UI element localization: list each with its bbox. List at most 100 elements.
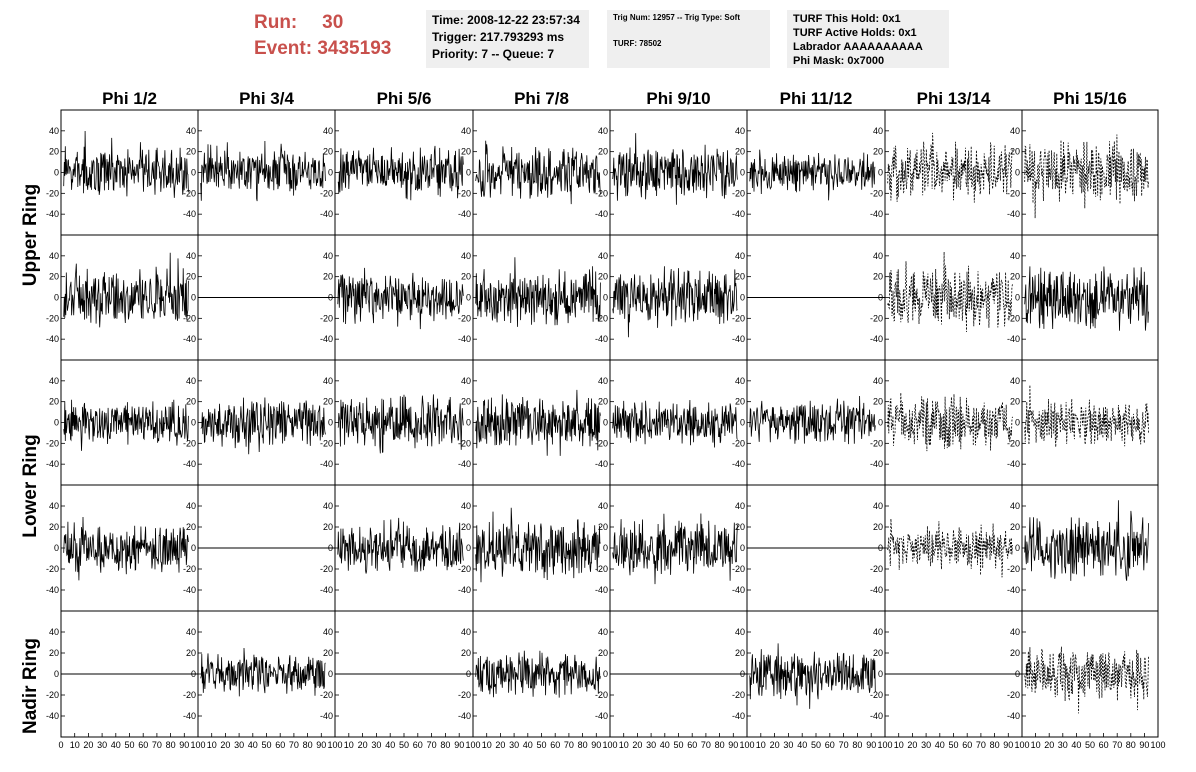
waveform-trace [63, 399, 189, 451]
y-tick-label: -20 [595, 564, 608, 574]
y-tick-label: 40 [186, 251, 196, 261]
run-event-block: Run: 30 Event: 3435193 [254, 10, 391, 62]
x-tick-label: 30 [783, 740, 793, 750]
waveform-trace [749, 395, 876, 445]
y-tick-label: -40 [320, 209, 333, 219]
y-tick-label: -40 [46, 459, 59, 469]
x-tick-label: 40 [248, 740, 258, 750]
y-tick-label: 40 [186, 501, 196, 511]
waveform-trace [475, 507, 601, 583]
y-tick-label: -20 [732, 564, 745, 574]
y-tick-label: 0 [878, 293, 883, 303]
y-tick-label: -20 [1007, 690, 1020, 700]
y-tick-label: -40 [46, 585, 59, 595]
y-tick-label: 40 [1010, 627, 1020, 637]
trigger-info-box: Trig Num: 12957 -- Trig Type: Soft TURF:… [607, 10, 770, 68]
waveform-trace [200, 140, 326, 202]
waveform-trace [612, 266, 738, 338]
trigger-line: Trigger: 217.793293 ms [432, 30, 565, 44]
waveform-trace [475, 140, 601, 205]
y-tick-label: 20 [461, 272, 471, 282]
waveform-trace [1024, 500, 1149, 581]
x-tick-label: 50 [1085, 740, 1095, 750]
y-tick-label: 0 [740, 293, 745, 303]
labrador-line: Labrador AAAAAAAAAA [793, 41, 923, 53]
y-tick-label: -20 [320, 564, 333, 574]
x-tick-label: 30 [97, 740, 107, 750]
waveform-trace [612, 133, 738, 205]
y-tick-label: -20 [1007, 564, 1020, 574]
waveform-trace [200, 647, 326, 697]
y-tick-label: -20 [732, 313, 745, 323]
x-tick-label: 30 [921, 740, 931, 750]
y-tick-label: 20 [873, 272, 883, 282]
x-tick-label: 10 [344, 740, 354, 750]
x-tick-label: 50 [673, 740, 683, 750]
waveform-trace [1024, 646, 1149, 714]
x-tick-label: 30 [371, 740, 381, 750]
y-tick-label: -20 [183, 690, 196, 700]
y-tick-label: 20 [186, 522, 196, 532]
y-tick-label: -20 [870, 313, 883, 323]
y-tick-label: -20 [183, 313, 196, 323]
y-tick-label: 20 [461, 522, 471, 532]
y-tick-label: -20 [732, 690, 745, 700]
y-tick-label: 20 [1010, 147, 1020, 157]
y-tick-label: 40 [461, 251, 471, 261]
run-row: Run: 30 [254, 10, 391, 36]
x-tick-label: 60 [687, 740, 697, 750]
y-tick-label: 40 [598, 251, 608, 261]
y-tick-label: 20 [323, 397, 333, 407]
y-tick-label: -20 [870, 438, 883, 448]
x-tick-label: 10 [619, 740, 629, 750]
x-tick-label: 90 [179, 740, 189, 750]
x-tick-label: 60 [413, 740, 423, 750]
time-line: Time: 2008-12-22 23:57:34 [432, 13, 580, 27]
y-tick-label: -20 [870, 564, 883, 574]
x-tick-label: 40 [935, 740, 945, 750]
y-tick-label: -20 [595, 313, 608, 323]
y-tick-label: 20 [735, 522, 745, 532]
y-tick-label: 20 [873, 648, 883, 658]
y-tick-label: 40 [323, 627, 333, 637]
x-tick-label: 70 [289, 740, 299, 750]
y-tick-label: 0 [54, 543, 59, 553]
y-tick-label: 40 [598, 376, 608, 386]
y-tick-label: 40 [323, 251, 333, 261]
waveform-trace [63, 252, 189, 328]
y-tick-label: 0 [603, 293, 608, 303]
x-tick-label: 100 [327, 740, 342, 750]
y-tick-label: 0 [603, 418, 608, 428]
y-tick-label: 0 [740, 418, 745, 428]
y-tick-label: -20 [183, 438, 196, 448]
y-tick-label: -20 [320, 438, 333, 448]
x-tick-label: 40 [523, 740, 533, 750]
x-tick-label: 90 [866, 740, 876, 750]
x-tick-label: 40 [385, 740, 395, 750]
x-tick-label: 100 [465, 740, 480, 750]
y-tick-label: -40 [458, 711, 471, 721]
y-tick-label: 40 [873, 501, 883, 511]
y-tick-label: 20 [186, 648, 196, 658]
y-tick-label: 0 [191, 418, 196, 428]
y-tick-label: -40 [458, 334, 471, 344]
y-tick-label: -20 [46, 188, 59, 198]
y-tick-label: -20 [458, 438, 471, 448]
y-tick-label: 20 [1010, 522, 1020, 532]
x-tick-label: 90 [454, 740, 464, 750]
x-tick-label: 80 [166, 740, 176, 750]
x-tick-label: 40 [797, 740, 807, 750]
waveform-trace [475, 257, 601, 327]
waveform-trace [200, 397, 326, 455]
x-tick-label: 30 [234, 740, 244, 750]
x-tick-label: 90 [316, 740, 326, 750]
y-tick-label: 40 [735, 627, 745, 637]
y-tick-label: 0 [328, 669, 333, 679]
x-tick-label: 50 [536, 740, 546, 750]
x-tick-label: 60 [138, 740, 148, 750]
y-tick-label: 40 [461, 627, 471, 637]
x-tick-label: 70 [701, 740, 711, 750]
waveform-trace [887, 132, 1013, 203]
y-tick-label: -40 [183, 334, 196, 344]
y-tick-label: 0 [466, 543, 471, 553]
